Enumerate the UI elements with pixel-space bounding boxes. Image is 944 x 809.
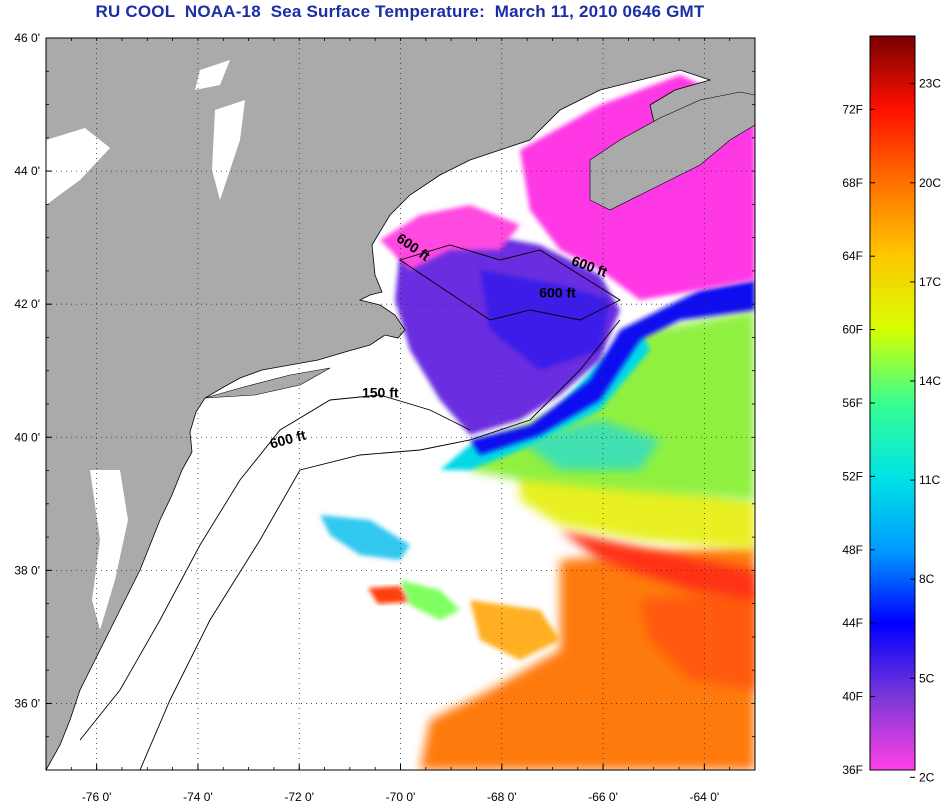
map-title: RU COOL NOAA-18 Sea Surface Temperature:… xyxy=(95,2,705,21)
sst-georges-blue xyxy=(480,270,610,370)
sst-patch-south xyxy=(470,600,560,660)
lat-tick-label: 38 0' xyxy=(14,563,40,577)
colorbar-f-label: 40F xyxy=(842,690,863,704)
land-lake-1 xyxy=(212,100,245,200)
colorbar-f-label: 36F xyxy=(842,763,863,777)
isobath-600ft-shelf xyxy=(139,319,621,770)
sst-patch-red xyxy=(368,586,408,604)
lon-tick-label: -72 0' xyxy=(284,790,314,804)
lat-tick-label: 42 0' xyxy=(14,297,40,311)
land-mainland xyxy=(46,38,755,770)
sst-patch-green xyxy=(400,580,460,620)
colorbar-c-label: 11C xyxy=(919,473,940,487)
colorbar-c-label: 14C xyxy=(919,374,941,388)
lon-tick-label: -64 0' xyxy=(690,790,720,804)
lon-tick-label: -68 0' xyxy=(487,790,517,804)
colorbar-c-label: 5C xyxy=(919,671,935,685)
isobaths xyxy=(79,244,621,770)
grid xyxy=(46,38,755,770)
lat-tick-label: 46 0' xyxy=(14,31,40,45)
colorbar-f-label: 56F xyxy=(842,396,863,410)
axis-ticks: -76 0' -74 0' -72 0' -70 0' -68 0' -66 0' -64 … xyxy=(14,31,755,804)
sst-blue-front xyxy=(470,280,755,455)
colorbar-gradient xyxy=(869,35,916,771)
colorbar-c-label: 23C xyxy=(919,77,941,91)
colorbar-f-label: 44F xyxy=(842,616,863,630)
land-long-island xyxy=(204,367,331,399)
lon-tick-label: -74 0' xyxy=(183,790,213,804)
colorbar-c-label: 8C xyxy=(919,572,935,586)
colorbar-f-label: 72F xyxy=(842,102,863,116)
land-bay xyxy=(90,470,128,630)
colorbar-f-label: 60F xyxy=(842,323,863,337)
land-lake-3 xyxy=(195,60,230,90)
lat-tick-label: 44 0' xyxy=(14,164,40,178)
colorbar-c-label: 17C xyxy=(919,275,941,289)
sst-gulfstream-red xyxy=(560,530,755,600)
colorbar-f-label: 68F xyxy=(842,176,863,190)
land xyxy=(46,38,755,770)
colorbar-f-label: 52F xyxy=(842,469,863,483)
colorbar-f-label: 48F xyxy=(842,543,863,557)
colorbar: 36F 40F 44F 48F 52F 56F 60F 64F 68F 72F 2C 5C 8C 11C 1… xyxy=(842,35,941,784)
lon-tick-label: -76 0' xyxy=(82,790,112,804)
isobath-150ft xyxy=(79,394,471,741)
isobath-600ft-gom xyxy=(398,244,621,321)
land-nova-scotia xyxy=(589,91,755,211)
lon-tick-label: -70 0' xyxy=(386,790,416,804)
lon-tick-label: -66 0' xyxy=(588,790,618,804)
isobath-label: 150 ft xyxy=(362,384,399,400)
isobath-label: 600 ft xyxy=(539,285,576,301)
sst-cyan-front xyxy=(440,330,650,470)
sst-warm-core xyxy=(640,590,755,690)
lat-tick-label: 40 0' xyxy=(14,430,40,444)
sst-patch-cyan-west xyxy=(320,515,410,560)
colorbar-c-label: 2C xyxy=(919,770,935,784)
land-lake-2 xyxy=(46,128,110,205)
colorbar-f-label: 64F xyxy=(842,249,863,263)
lat-tick-label: 36 0' xyxy=(14,696,40,710)
colorbar-c-label: 20C xyxy=(919,176,941,190)
sst-coastal-magenta xyxy=(380,205,520,270)
